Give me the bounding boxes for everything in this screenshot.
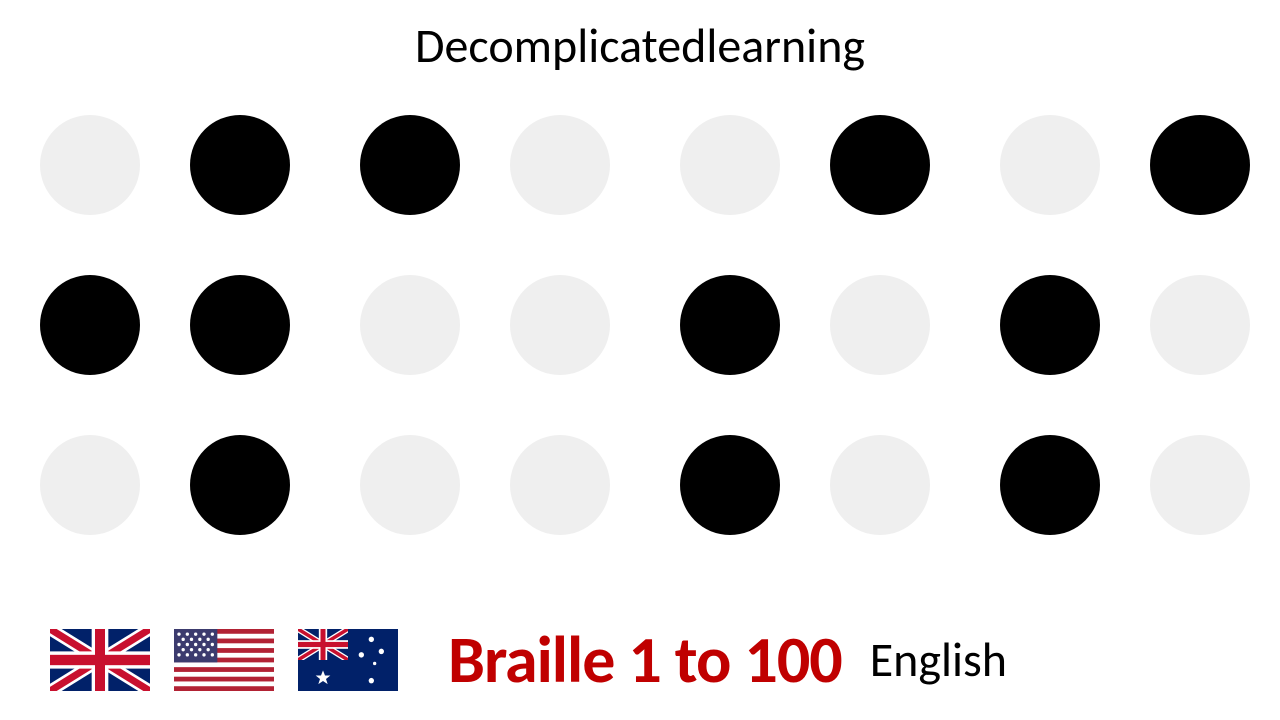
braille-dot xyxy=(40,115,140,215)
page: Decomplicatedlearning xyxy=(0,0,1280,720)
flag-row xyxy=(50,629,398,691)
au-flag-icon xyxy=(298,629,398,691)
braille-dot xyxy=(830,435,930,535)
braille-dot xyxy=(190,275,290,375)
braille-dot xyxy=(830,275,930,375)
language-label: English xyxy=(870,630,1007,689)
braille-dot xyxy=(360,435,460,535)
braille-cell-1 xyxy=(360,115,610,535)
braille-dot xyxy=(1000,275,1100,375)
braille-dot xyxy=(830,115,930,215)
braille-dot xyxy=(510,275,610,375)
braille-area xyxy=(40,115,1250,535)
braille-dot xyxy=(680,435,780,535)
braille-dot xyxy=(40,435,140,535)
braille-cell-2 xyxy=(680,115,930,535)
braille-dot xyxy=(510,115,610,215)
us-flag-icon xyxy=(174,629,274,691)
braille-dot xyxy=(1150,115,1250,215)
braille-dot xyxy=(510,435,610,535)
braille-cell-3 xyxy=(1000,115,1250,535)
braille-dot xyxy=(1000,435,1100,535)
braille-dot xyxy=(680,115,780,215)
footer: Braille 1 to 100 English xyxy=(0,619,1280,700)
uk-flag-icon xyxy=(50,629,150,691)
braille-dot xyxy=(190,115,290,215)
braille-cell-0 xyxy=(40,115,290,535)
braille-dot xyxy=(190,435,290,535)
braille-dot xyxy=(1150,435,1250,535)
page-title: Decomplicatedlearning xyxy=(0,16,1280,75)
braille-dot xyxy=(1150,275,1250,375)
braille-dot xyxy=(360,275,460,375)
braille-dot xyxy=(40,275,140,375)
main-title: Braille 1 to 100 xyxy=(448,619,842,700)
braille-dot xyxy=(360,115,460,215)
braille-dot xyxy=(680,275,780,375)
braille-dot xyxy=(1000,115,1100,215)
